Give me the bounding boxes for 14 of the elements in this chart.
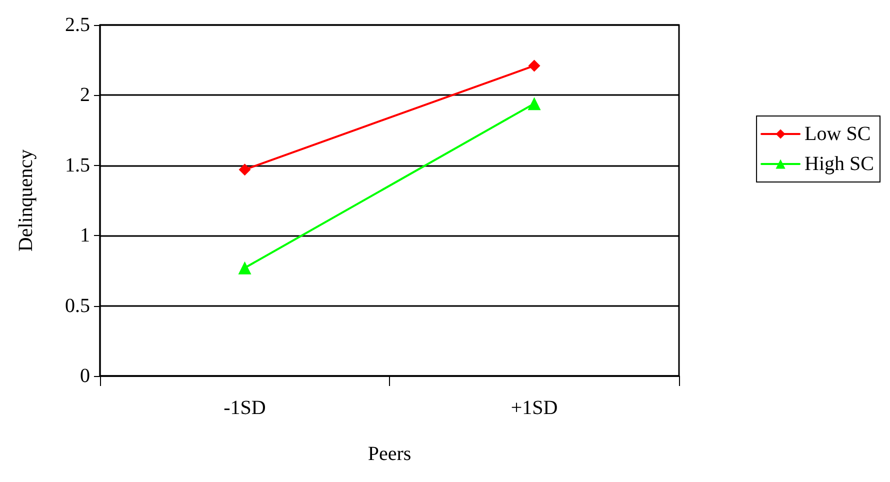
y-tick-label: 1.5: [65, 154, 90, 176]
y-tick-label: 2: [80, 84, 90, 106]
legend-label: High SC: [804, 153, 874, 175]
x-tick-label: -1SD: [224, 397, 266, 419]
x-axis-title: Peers: [368, 443, 412, 465]
point: [238, 164, 251, 176]
point: [528, 60, 540, 72]
y-tick-label: 1: [80, 224, 90, 247]
y-axis-title: Delinquency: [15, 149, 37, 252]
legend-label: Low SC: [804, 123, 871, 145]
y-tick-label: 0.5: [65, 294, 90, 317]
y-tick-label: 0: [80, 365, 90, 387]
x-tick-label: +1SD: [510, 397, 558, 419]
y-tick-label: 2.5: [65, 14, 90, 36]
